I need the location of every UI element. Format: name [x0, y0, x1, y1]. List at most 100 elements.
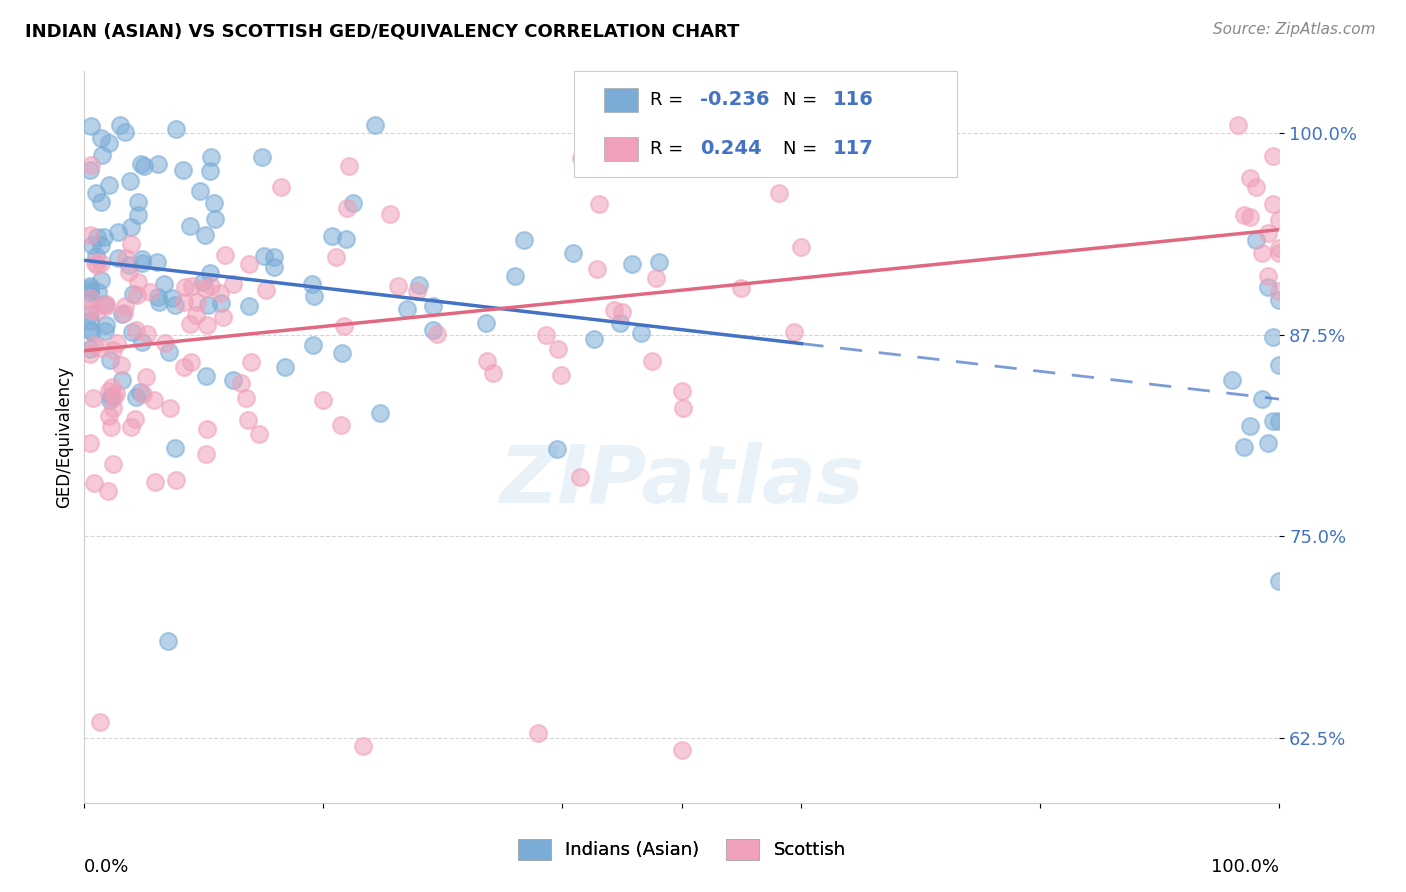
Point	[135, 369, 157, 384]
Point	[117, 265, 139, 279]
Point	[124, 411, 146, 425]
Point	[105, 335, 128, 350]
Point	[173, 359, 195, 374]
Point	[89, 342, 111, 356]
Point	[105, 386, 128, 401]
Text: N =: N =	[783, 140, 824, 158]
Point	[208, 285, 231, 300]
Point	[188, 184, 211, 198]
Y-axis label: GED/Equivalency: GED/Equivalency	[55, 366, 73, 508]
Point	[80, 238, 103, 252]
Point	[536, 328, 558, 343]
Point	[200, 278, 222, 293]
Point	[1268, 240, 1291, 254]
Point	[197, 298, 219, 312]
Text: 0.0%: 0.0%	[84, 858, 129, 876]
Point	[79, 162, 101, 177]
Point	[301, 277, 323, 291]
Point	[103, 401, 125, 415]
Point	[86, 258, 108, 272]
Point	[98, 136, 121, 151]
Point	[1233, 208, 1256, 222]
Point	[337, 159, 360, 173]
Point	[582, 333, 605, 347]
Point	[335, 232, 357, 246]
Point	[197, 422, 219, 436]
FancyBboxPatch shape	[605, 88, 638, 112]
Point	[129, 385, 152, 400]
Point	[422, 299, 444, 313]
Point	[111, 373, 134, 387]
Point	[1268, 293, 1291, 307]
Point	[159, 401, 181, 416]
Point	[505, 268, 527, 283]
Point	[586, 262, 609, 277]
Point	[1257, 269, 1279, 284]
Point	[79, 346, 101, 360]
Point	[378, 207, 401, 221]
Point	[222, 373, 245, 387]
Point	[80, 158, 103, 172]
Point	[568, 470, 591, 484]
Point	[1268, 414, 1291, 428]
Point	[93, 230, 115, 244]
Point	[408, 278, 430, 293]
Point	[191, 276, 214, 290]
Point	[610, 304, 633, 318]
Point	[240, 355, 263, 369]
Point	[481, 366, 503, 380]
Point	[321, 229, 343, 244]
Point	[387, 279, 409, 293]
Point	[364, 118, 387, 132]
Point	[1268, 246, 1291, 260]
Point	[352, 739, 374, 754]
Point	[235, 391, 257, 405]
Point	[406, 284, 429, 298]
Point	[546, 442, 568, 456]
Point	[214, 248, 236, 262]
Point	[1263, 197, 1285, 211]
Text: 117: 117	[832, 139, 873, 159]
Point	[157, 634, 180, 648]
Point	[127, 275, 149, 289]
Point	[120, 237, 142, 252]
Point	[86, 230, 108, 244]
Point	[115, 251, 138, 265]
Point	[263, 260, 285, 274]
Point	[332, 318, 354, 333]
Point	[1244, 233, 1267, 247]
Point	[84, 249, 107, 263]
Point	[302, 289, 325, 303]
Point	[253, 249, 276, 263]
Point	[97, 384, 120, 398]
Point	[312, 392, 335, 407]
Point	[194, 369, 217, 384]
Point	[180, 354, 202, 368]
Point	[165, 121, 187, 136]
Point	[86, 304, 108, 318]
Point	[160, 291, 183, 305]
Point	[107, 251, 129, 265]
Point	[180, 279, 202, 293]
Point	[89, 714, 111, 729]
Point	[238, 256, 260, 270]
Point	[127, 194, 149, 209]
Point	[79, 343, 101, 357]
Point	[204, 212, 226, 227]
Point	[231, 376, 253, 391]
Text: Source: ZipAtlas.com: Source: ZipAtlas.com	[1212, 22, 1375, 37]
Point	[79, 280, 101, 294]
Point	[336, 202, 359, 216]
Point	[198, 266, 221, 280]
Point	[209, 296, 232, 310]
Point	[1268, 213, 1291, 227]
Legend: Indians (Asian), Scottish: Indians (Asian), Scottish	[510, 831, 853, 867]
Text: 100.0%: 100.0%	[1212, 858, 1279, 876]
Point	[98, 392, 121, 407]
Point	[1233, 441, 1256, 455]
Point	[630, 326, 652, 340]
Point	[426, 327, 449, 342]
Point	[1239, 210, 1261, 224]
Point	[131, 334, 153, 349]
Point	[79, 323, 101, 337]
